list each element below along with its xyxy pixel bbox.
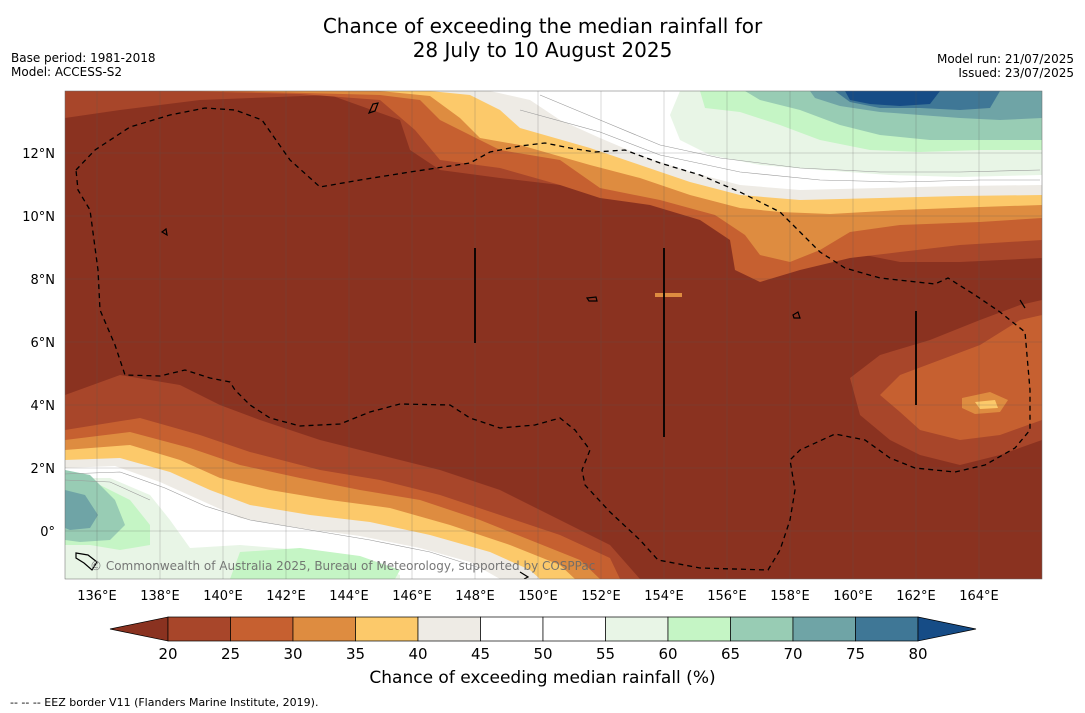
lat-axis-labels: 12°N 10°N 8°N 6°N 4°N 2°N 0°: [22, 147, 55, 540]
issued-date: Issued: 23/07/2025: [958, 66, 1074, 80]
lat-label: 8°N: [31, 273, 56, 288]
chart-title: Chance of exceeding the median rainfall …: [0, 14, 1085, 62]
lat-label: 4°N: [31, 399, 56, 414]
colorbar-label: Chance of exceeding median rainfall (%): [369, 668, 716, 688]
map-frame: [64, 90, 1043, 580]
island: [792, 311, 801, 319]
lon-label: 144°E: [329, 589, 369, 604]
graticule: [65, 91, 1042, 579]
colorbar-swatch: [542, 616, 606, 642]
colorbar-swatch: [292, 616, 356, 642]
lat-label: 2°N: [31, 462, 56, 477]
colorbar-tick-label: 65: [721, 645, 740, 663]
lat-label: 6°N: [31, 336, 56, 351]
lon-label: 152°E: [581, 589, 621, 604]
lon-label: 160°E: [833, 589, 873, 604]
sw-band-75: [65, 490, 98, 530]
colorbar-swatch: [355, 616, 419, 642]
model-name: Model: ACCESS-S2: [11, 65, 123, 79]
sw-band-65b: [230, 548, 400, 579]
colorbar-extend-low: [109, 616, 169, 642]
lon-label: 162°E: [896, 589, 936, 604]
island: [519, 571, 530, 579]
lon-label: 158°E: [770, 589, 810, 604]
lon-label: 164°E: [959, 589, 999, 604]
colorbar-tick-label: 60: [658, 645, 677, 663]
meta-left: Base period: 1981-2018 Model: ACCESS-S2: [11, 51, 156, 79]
lon-axis-labels: 136°E 138°E 140°E 142°E 144°E 146°E 148°…: [77, 589, 999, 604]
meta-right: Model run: 21/07/2025 Issued: 23/07/2025: [937, 52, 1074, 80]
north-band-85: [845, 91, 940, 106]
colorbar-tick-label: 80: [908, 645, 927, 663]
colorbar-tick-label: 40: [408, 645, 427, 663]
base-period: Base period: 1981-2018: [11, 51, 156, 65]
eez-footnote: -- -- -- EEZ border V11 (Flanders Marine…: [10, 696, 319, 709]
lon-label: 146°E: [392, 589, 432, 604]
lon-label: 138°E: [140, 589, 180, 604]
lon-label: 154°E: [644, 589, 684, 604]
colorbar-tick-label: 25: [221, 645, 240, 663]
eez-borders: [75, 107, 1031, 571]
colorbar-extend-high: [917, 616, 977, 642]
lon-label: 142°E: [266, 589, 306, 604]
colorbar-tick-label: 35: [346, 645, 365, 663]
lon-label: 156°E: [707, 589, 747, 604]
rainfall-map: [65, 91, 1042, 579]
colorbar-swatch: [792, 616, 856, 642]
contour-line: [65, 479, 151, 501]
lon-label: 148°E: [455, 589, 495, 604]
colorbar-tick-label: 70: [783, 645, 802, 663]
small-patch: [655, 293, 682, 297]
colorbar-tick-label: 55: [596, 645, 615, 663]
colorbar-swatch: [480, 616, 544, 642]
colorbar-tick-label: 45: [471, 645, 490, 663]
lat-label: 0°: [40, 525, 55, 540]
copyright-text: © Commonwealth of Australia 2025, Bureau…: [90, 559, 595, 573]
eez-border-west: [75, 107, 1031, 571]
colorbar-swatch: [855, 616, 919, 642]
lon-label: 140°E: [203, 589, 243, 604]
island: [367, 102, 379, 114]
island: [585, 296, 598, 302]
title-line-2: 28 July to 10 August 2025: [412, 38, 673, 62]
colorbar-swatch: [230, 616, 294, 642]
contour-line: [519, 109, 1040, 183]
colorbar-swatch: [667, 616, 731, 642]
colorbar-tick-label: 30: [283, 645, 302, 663]
island: [1019, 299, 1026, 309]
colorbar: 20 25 30 35 40 45 50 55 60 65 70 75 80: [109, 616, 977, 663]
lat-label: 10°N: [22, 210, 55, 225]
lon-label: 136°E: [77, 589, 117, 604]
contour-line: [65, 471, 481, 569]
coastline: [75, 102, 1026, 579]
island: [75, 552, 98, 571]
model-run: Model run: 21/07/2025: [936, 52, 1074, 66]
colorbar-tick-label: 75: [846, 645, 865, 663]
colorbar-swatch: [730, 616, 794, 642]
colorbar-swatch: [605, 616, 669, 642]
east-patch-40: [975, 400, 998, 409]
contour-lines: [65, 94, 1041, 569]
lat-label: 12°N: [22, 147, 55, 162]
colorbar-swatch: [167, 616, 231, 642]
colorbar-tick-label: 50: [533, 645, 552, 663]
contour-line: [539, 94, 1041, 173]
island: [160, 227, 168, 237]
colorbar-tick-label: 20: [158, 645, 177, 663]
lon-label: 150°E: [518, 589, 558, 604]
title-line-1: Chance of exceeding the median rainfall …: [322, 14, 763, 38]
colorbar-swatch: [417, 616, 481, 642]
